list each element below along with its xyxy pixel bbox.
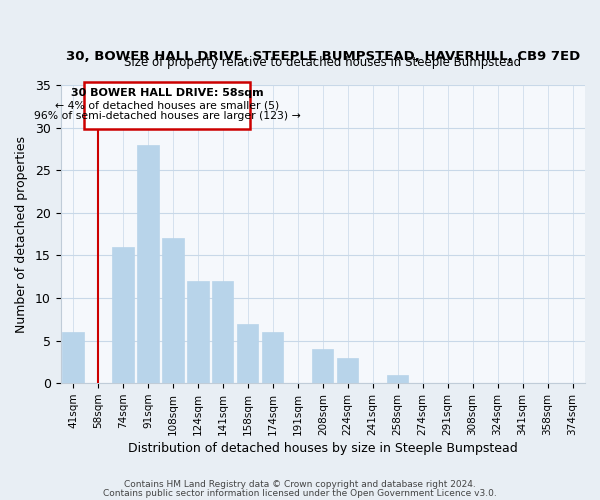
Bar — [312, 349, 334, 383]
Bar — [137, 144, 158, 383]
Bar — [112, 247, 134, 383]
Bar — [187, 281, 209, 383]
Text: 30 BOWER HALL DRIVE: 58sqm: 30 BOWER HALL DRIVE: 58sqm — [71, 88, 263, 99]
Bar — [387, 374, 409, 383]
Text: ← 4% of detached houses are smaller (5): ← 4% of detached houses are smaller (5) — [55, 100, 280, 110]
Bar — [237, 324, 259, 383]
Bar — [163, 238, 184, 383]
Title: 30, BOWER HALL DRIVE, STEEPLE BUMPSTEAD, HAVERHILL, CB9 7ED: 30, BOWER HALL DRIVE, STEEPLE BUMPSTEAD,… — [65, 50, 580, 63]
FancyBboxPatch shape — [84, 82, 250, 130]
Y-axis label: Number of detached properties: Number of detached properties — [15, 136, 28, 332]
Text: Contains public sector information licensed under the Open Government Licence v3: Contains public sector information licen… — [103, 490, 497, 498]
Bar — [262, 332, 283, 383]
Text: Size of property relative to detached houses in Steeple Bumpstead: Size of property relative to detached ho… — [124, 56, 521, 68]
Text: Contains HM Land Registry data © Crown copyright and database right 2024.: Contains HM Land Registry data © Crown c… — [124, 480, 476, 489]
Bar — [337, 358, 358, 383]
Bar — [212, 281, 233, 383]
X-axis label: Distribution of detached houses by size in Steeple Bumpstead: Distribution of detached houses by size … — [128, 442, 518, 455]
Text: 96% of semi-detached houses are larger (123) →: 96% of semi-detached houses are larger (… — [34, 112, 301, 122]
Bar — [62, 332, 83, 383]
